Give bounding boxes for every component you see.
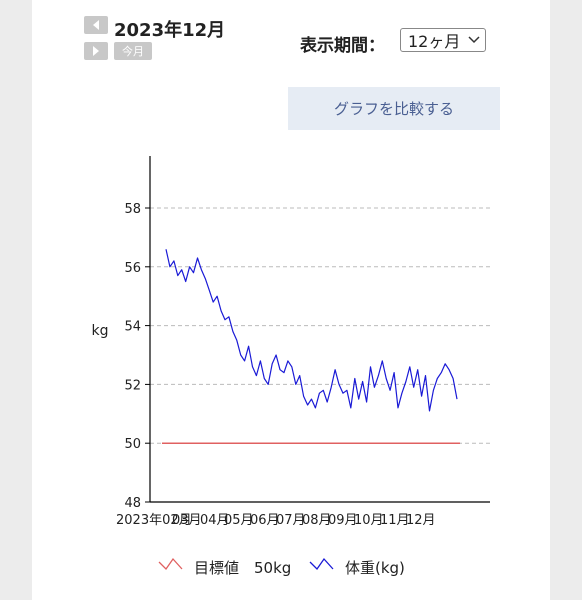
compare-graph-button[interactable]: グラフを比較する (288, 87, 500, 130)
x-tick-label: 07月 (276, 513, 306, 528)
target-legend-icon (158, 557, 183, 571)
today-button[interactable]: 今月 (114, 42, 152, 60)
x-tick-label: 05月 (224, 513, 254, 528)
weight-legend-icon (309, 557, 334, 571)
x-tick-label: 09月 (328, 513, 358, 528)
x-tick-label: 06月 (250, 513, 280, 528)
period-select[interactable]: 12ヶ月 (400, 28, 486, 52)
chevron-down-icon (468, 36, 480, 44)
x-tick-label: 2023年02月 (116, 513, 192, 528)
y-tick-label: 54 (124, 320, 141, 335)
x-tick-label: 04月 (200, 513, 230, 528)
x-tick-label: 12月 (406, 513, 436, 528)
x-tick-label: 11月 (380, 513, 410, 528)
period-select-value: 12ヶ月 (408, 32, 461, 51)
triangle-right-icon (93, 46, 99, 56)
next-month-button[interactable] (84, 42, 108, 60)
triangle-left-icon (93, 20, 99, 30)
x-tick-label: 03月 (172, 513, 202, 528)
period-label: 表示期間： (300, 36, 385, 56)
x-tick-label: 10月 (354, 513, 384, 528)
y-tick-label: 58 (124, 202, 141, 217)
weight-chart: 48 50 52 54 56 58 kg 2023年02月03月04月05月06月07月08月… (92, 156, 490, 528)
y-tick-label: 56 (124, 261, 141, 276)
weight-series-line (165, 249, 458, 412)
current-month: 2023年12月 (114, 20, 226, 41)
y-tick-label: 52 (124, 378, 141, 393)
weight-legend-label: 体重(kg) (345, 559, 405, 577)
prev-month-button[interactable] (84, 16, 108, 34)
y-tick-label: 50 (124, 437, 141, 452)
x-tick-label: 08月 (302, 513, 332, 528)
y-tick-label: 48 (124, 496, 141, 511)
target-legend-label: 目標値 50kg (194, 559, 292, 577)
y-axis-label: kg (92, 323, 109, 339)
